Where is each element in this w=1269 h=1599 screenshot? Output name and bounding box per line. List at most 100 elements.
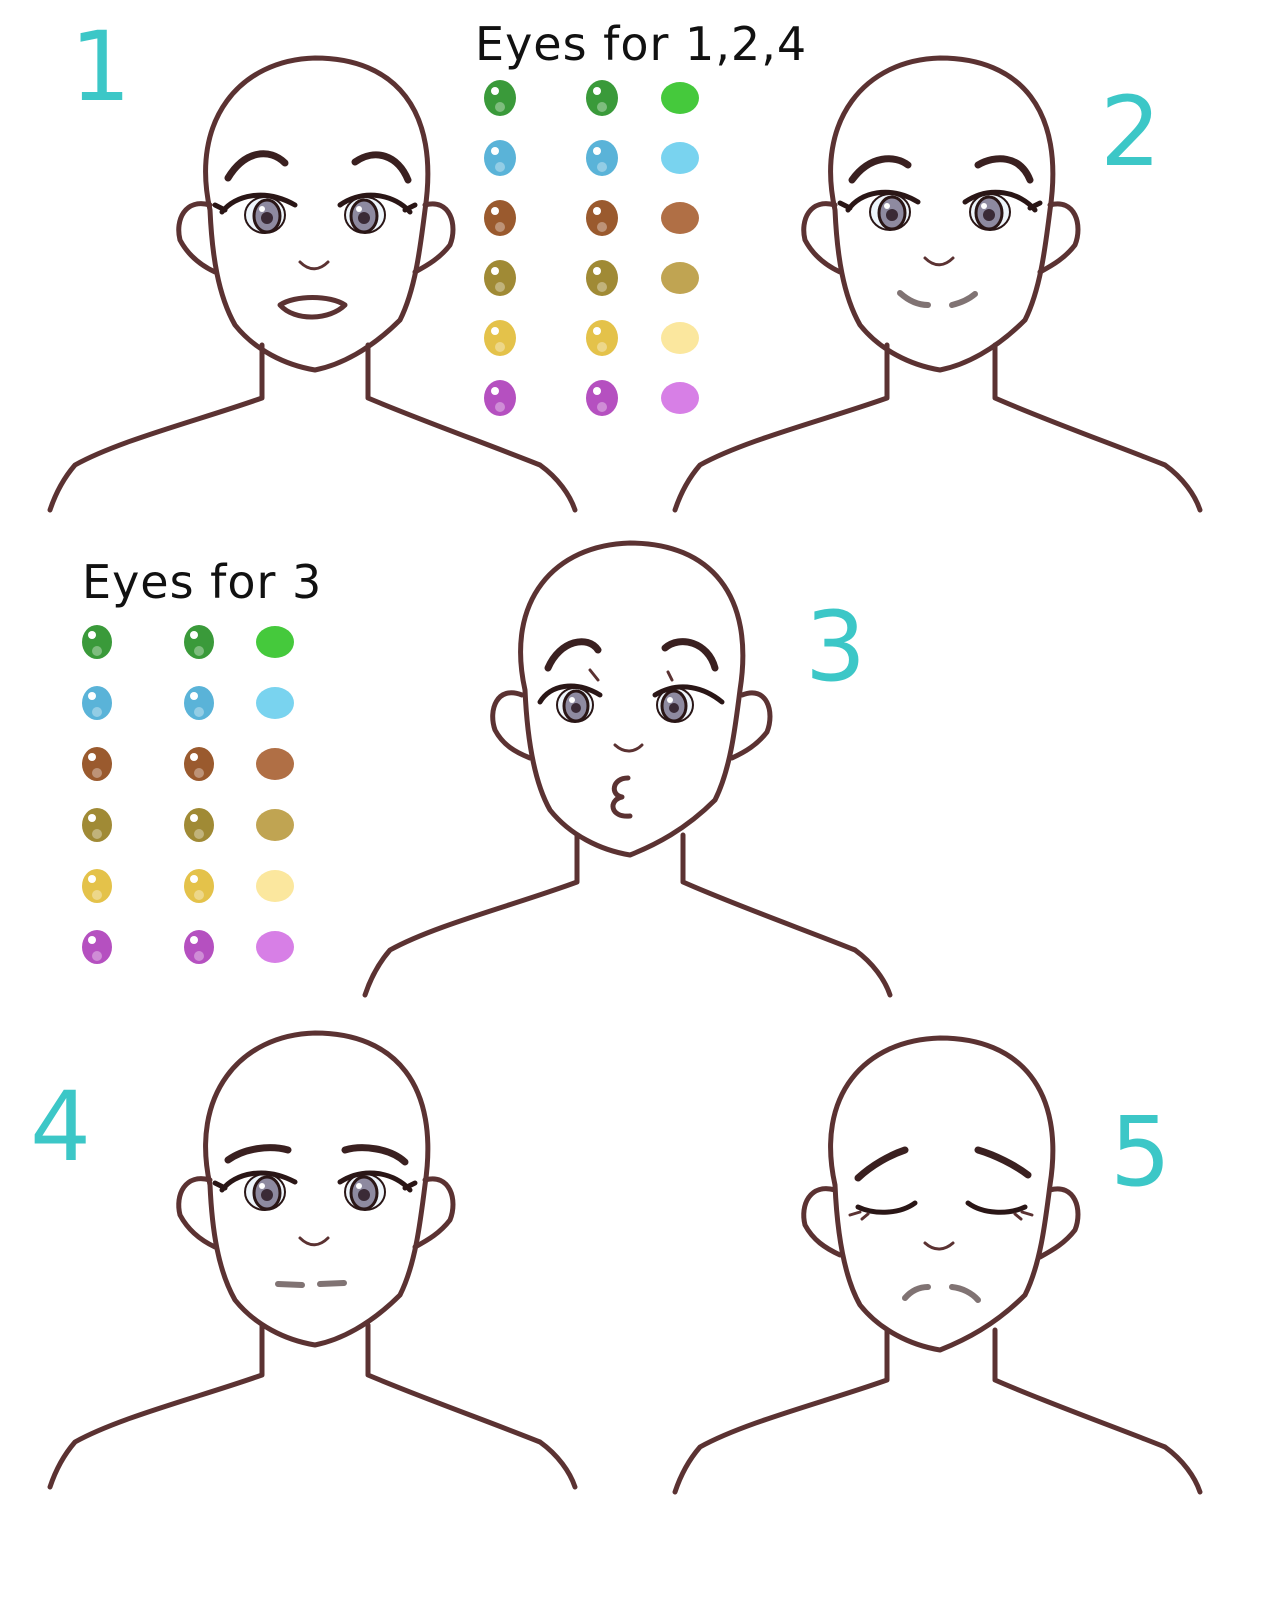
neck-left: [672, 1327, 890, 1495]
neck-right: [365, 1322, 578, 1490]
heading-eyes-3: Eyes for 3: [82, 555, 322, 609]
right-eye-closed: [965, 1200, 1028, 1215]
right-eyebrow: [351, 151, 412, 184]
left-ear: [176, 201, 218, 275]
left-ear: [490, 690, 533, 761]
head-outline: [203, 1030, 431, 1348]
eye-swatch-olive-2: [184, 808, 214, 842]
eye-swatch-blue-1: [82, 686, 112, 720]
head-outline: [203, 55, 431, 373]
eye-swatch-palette-3: [82, 625, 294, 964]
heading-eyes-124: Eyes for 1,2,4: [475, 17, 807, 71]
eye-swatch-olive-1: [82, 808, 112, 842]
right-eye: [337, 192, 418, 234]
neck-right: [992, 1327, 1203, 1495]
right-eyebrow: [341, 1144, 409, 1166]
left-eyebrow: [848, 155, 912, 184]
right-eye: [652, 684, 725, 723]
head-outline: [518, 540, 746, 858]
nose: [298, 1236, 330, 1247]
eye-swatch-green-1: [484, 80, 516, 116]
nose: [923, 1241, 955, 1251]
brow-crease-left: [588, 668, 600, 682]
eye-swatch-blue-2: [184, 686, 214, 720]
eye-swatch-blue-3: [661, 142, 699, 174]
right-lash-lower: [1013, 1210, 1034, 1221]
head-outline: [828, 1035, 1056, 1353]
left-eyebrow: [224, 150, 289, 182]
eye-swatch-purple-3: [256, 931, 294, 963]
left-eyebrow: [224, 1144, 292, 1164]
eye-swatch-palette-124: [484, 80, 699, 416]
nose: [613, 743, 644, 753]
eye-swatch-yellow-2: [184, 869, 214, 903]
nose: [923, 256, 955, 267]
figure-3: [362, 540, 893, 998]
eye-swatch-yellow-1: [82, 869, 112, 903]
head-outline: [828, 55, 1056, 373]
eye-swatch-brown-3: [661, 202, 699, 234]
left-eye: [537, 683, 603, 723]
figure-2: [672, 55, 1203, 513]
left-eye-closed: [855, 1200, 918, 1215]
eye-swatch-brown-2: [586, 200, 618, 236]
neck-and-shoulders: [47, 342, 265, 513]
mouth-open: [277, 295, 348, 320]
left-eyebrow: [544, 638, 602, 672]
right-eye: [337, 1170, 418, 1211]
left-ear: [801, 201, 843, 275]
panel-number-2: 2: [1100, 76, 1161, 188]
panel-number-5: 5: [1110, 1096, 1171, 1208]
left-ear: [801, 1186, 843, 1258]
right-ear: [1037, 201, 1081, 275]
neck-left: [47, 1322, 265, 1490]
left-eyebrow: [854, 1146, 909, 1182]
right-ear: [1037, 1186, 1081, 1260]
eye-swatch-purple-2: [586, 380, 618, 416]
left-lash-lower: [848, 1210, 870, 1221]
eye-swatch-blue-3: [256, 687, 294, 719]
neck-right: [365, 342, 578, 513]
eye-swatch-yellow-1: [484, 320, 516, 356]
figure-1: [47, 55, 578, 513]
neck-right: [680, 832, 893, 998]
panel-number-4: 4: [30, 1071, 91, 1183]
left-eye: [212, 1170, 298, 1211]
mouth-line-right: [317, 1280, 347, 1287]
right-ear: [412, 201, 456, 275]
eye-swatch-blue-1: [484, 140, 516, 176]
left-eye: [837, 189, 921, 231]
neck-right: [992, 342, 1203, 513]
eye-swatch-purple-2: [184, 930, 214, 964]
smile-left: [897, 290, 931, 308]
smile-right: [949, 291, 978, 308]
eye-swatch-olive-3: [661, 262, 699, 294]
eye-swatch-purple-1: [82, 930, 112, 964]
eye-swatch-purple-3: [661, 382, 699, 414]
eye-swatch-green-2: [586, 80, 618, 116]
eye-swatch-green-3: [256, 626, 294, 658]
eye-swatch-brown-3: [256, 748, 294, 780]
right-ear: [412, 1176, 456, 1250]
eye-swatch-yellow-2: [586, 320, 618, 356]
eye-swatch-green-2: [184, 625, 214, 659]
eye-swatch-brown-2: [184, 747, 214, 781]
eye-swatch-yellow-3: [256, 870, 294, 902]
eye-swatch-olive-3: [256, 809, 294, 841]
right-eyebrow: [974, 155, 1034, 184]
right-eyebrow: [661, 638, 719, 672]
neck-left: [362, 832, 580, 998]
eye-swatch-green-3: [661, 82, 699, 114]
mouth-line-left: [275, 1281, 305, 1288]
right-eyebrow: [974, 1146, 1032, 1179]
right-ear: [729, 690, 773, 761]
nose: [298, 260, 330, 271]
mouth-kiss: [610, 775, 633, 819]
frown-right: [949, 1284, 981, 1303]
eye-swatch-brown-1: [484, 200, 516, 236]
eye-swatch-yellow-3: [661, 322, 699, 354]
neck-left: [672, 342, 890, 513]
eye-swatch-blue-2: [586, 140, 618, 176]
frown-left: [902, 1284, 931, 1301]
eye-swatch-olive-2: [586, 260, 618, 296]
